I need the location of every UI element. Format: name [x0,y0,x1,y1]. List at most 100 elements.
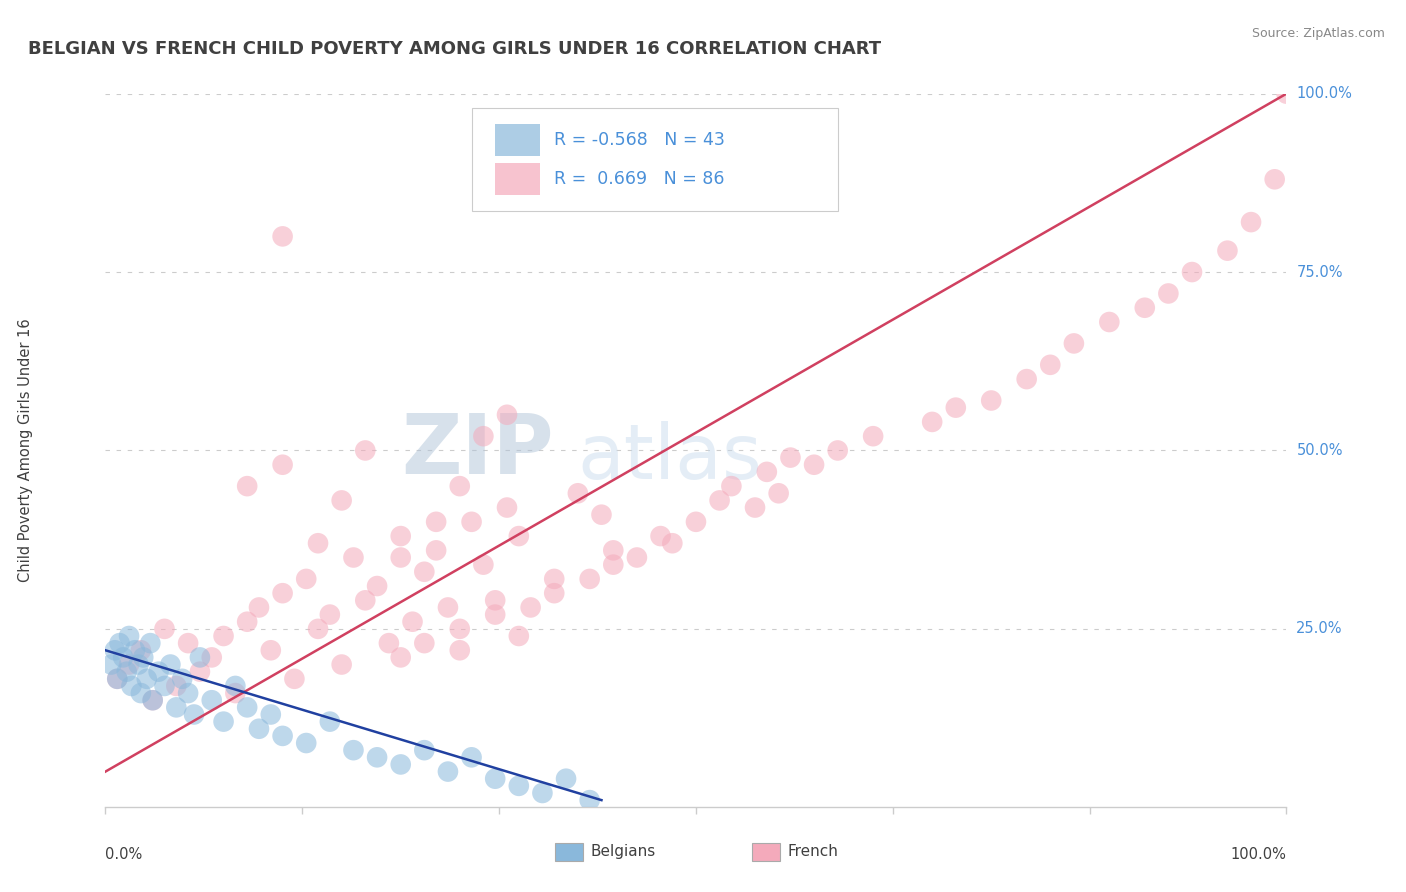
Point [271,458,294,472]
Point [236,700,259,714]
Point [519,600,541,615]
Text: atlas: atlas [578,421,762,494]
Point [1216,244,1239,258]
Point [224,686,246,700]
Point [389,650,412,665]
Point [100,657,122,672]
Point [319,714,342,729]
Point [120,679,142,693]
Point [132,650,155,665]
Point [224,679,246,693]
Point [1063,336,1085,351]
Point [1157,286,1180,301]
Point [188,650,211,665]
Point [755,465,778,479]
Point [472,429,495,443]
Point [779,450,801,465]
Point [484,607,506,622]
Point [177,636,200,650]
Point [555,772,578,786]
Point [378,636,401,650]
Point [307,622,329,636]
Text: Source: ZipAtlas.com: Source: ZipAtlas.com [1251,27,1385,40]
Point [720,479,742,493]
Point [449,643,471,657]
Point [1015,372,1038,386]
Point [118,629,141,643]
Point [104,643,127,657]
Point [425,543,447,558]
Point [188,665,211,679]
Point [153,622,176,636]
Point [201,693,224,707]
Point [129,686,152,700]
Point [578,572,600,586]
Point [578,793,600,807]
Point [591,508,613,522]
Point [437,600,460,615]
Point [685,515,707,529]
Point [389,757,412,772]
Point [319,607,342,622]
Point [460,750,482,764]
Point [330,657,353,672]
Point [945,401,967,415]
Point [496,408,519,422]
Point [1133,301,1156,315]
Point [112,650,135,665]
Point [602,558,624,572]
Text: ZIP: ZIP [402,410,554,491]
Point [142,693,165,707]
Point [437,764,460,779]
Point [283,672,305,686]
Point [401,615,423,629]
Text: 0.0%: 0.0% [105,847,142,863]
Point [172,672,194,686]
Point [115,665,138,679]
Point [543,586,565,600]
Point [1264,172,1286,186]
Point [1039,358,1062,372]
Point [307,536,329,550]
FancyBboxPatch shape [495,163,540,195]
Text: 100.0%: 100.0% [1296,87,1353,101]
Text: 100.0%: 100.0% [1230,847,1286,863]
Point [661,536,683,550]
Point [980,393,1002,408]
Point [1098,315,1121,329]
Point [118,657,141,672]
Point [260,643,283,657]
Point [183,707,205,722]
Point [105,672,128,686]
Point [1181,265,1204,279]
Point [212,714,235,729]
Point [295,572,318,586]
Point [260,707,283,722]
Point [1275,87,1298,101]
Point [366,579,388,593]
Point [354,593,377,607]
Point [496,500,519,515]
Point [153,679,176,693]
Point [1240,215,1263,229]
Point [142,693,165,707]
Point [827,443,849,458]
Point [236,479,259,493]
Point [165,679,187,693]
Point [148,665,170,679]
Point [342,550,364,565]
Point [271,586,294,600]
Point [768,486,790,500]
FancyBboxPatch shape [471,108,838,211]
Point [177,686,200,700]
Point [650,529,672,543]
Point [105,672,128,686]
Point [295,736,318,750]
Point [508,779,530,793]
Point [567,486,589,500]
Point [602,543,624,558]
Point [342,743,364,757]
Point [413,743,436,757]
Point [389,529,412,543]
Text: R =  0.669   N = 86: R = 0.669 N = 86 [554,170,724,188]
